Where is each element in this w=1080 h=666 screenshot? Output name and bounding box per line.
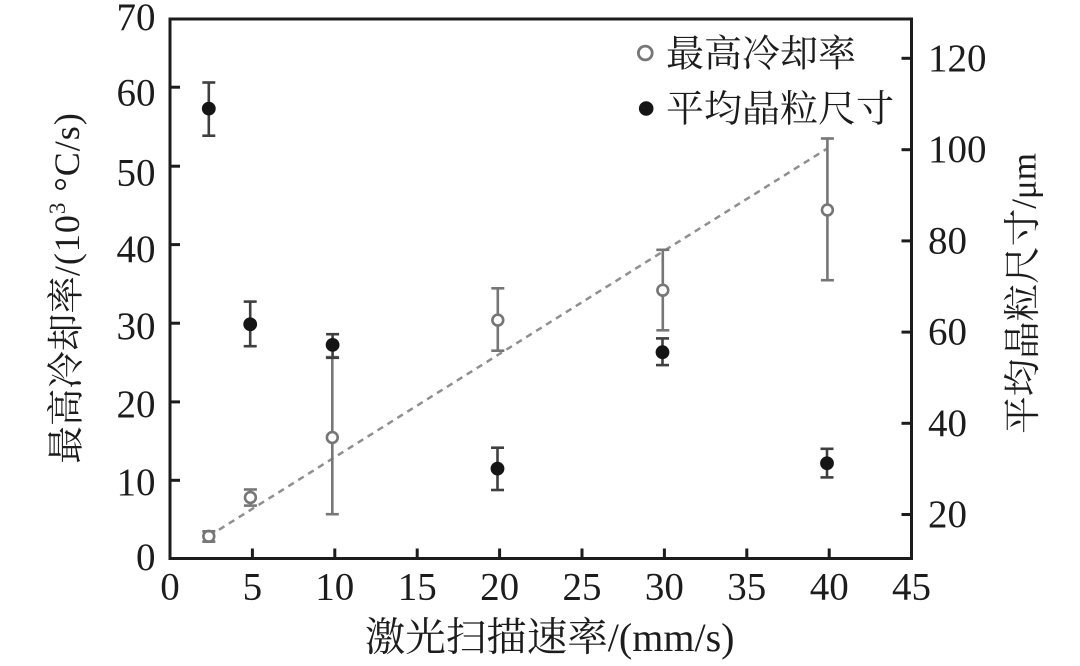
svg-text:40: 40 <box>117 228 156 271</box>
svg-text:40: 40 <box>810 566 849 609</box>
svg-text:70: 70 <box>117 0 156 39</box>
svg-text:0: 0 <box>136 536 156 579</box>
svg-text:45: 45 <box>892 566 931 609</box>
svg-text:10: 10 <box>117 461 156 504</box>
svg-text:/μm: /μm <box>1004 153 1043 209</box>
svg-text:0: 0 <box>160 566 180 609</box>
svg-text:30: 30 <box>117 305 156 348</box>
svg-text:20: 20 <box>480 566 519 609</box>
svg-text:5: 5 <box>243 566 263 609</box>
svg-text:50: 50 <box>117 152 156 195</box>
svg-text:60: 60 <box>928 311 967 354</box>
svg-text:15: 15 <box>398 566 437 609</box>
svg-text:60: 60 <box>117 71 156 114</box>
svg-text:10: 10 <box>315 566 354 609</box>
svg-text:30: 30 <box>645 566 684 609</box>
svg-text:40: 40 <box>928 402 967 445</box>
svg-text:100: 100 <box>928 128 987 171</box>
svg-text:20: 20 <box>928 493 967 536</box>
svg-text:120: 120 <box>928 37 987 80</box>
svg-text:80: 80 <box>928 219 967 262</box>
svg-text:/(103 °C/s): /(103 °C/s) <box>45 112 87 276</box>
svg-text:35: 35 <box>727 566 766 609</box>
svg-text:25: 25 <box>563 566 602 609</box>
svg-text:20: 20 <box>117 383 156 426</box>
svg-text:/(mm/s): /(mm/s) <box>608 615 735 660</box>
